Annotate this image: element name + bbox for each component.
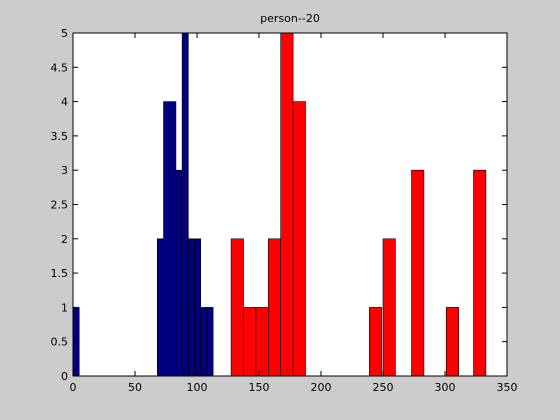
x-tick-label-0: 0 bbox=[70, 381, 77, 394]
bar-series2-5 bbox=[292, 101, 306, 377]
bar-series2-1 bbox=[243, 307, 257, 377]
bar-series2-4 bbox=[280, 32, 294, 377]
bar-series2-3 bbox=[267, 238, 281, 377]
y-tick-label-5: 2.5 bbox=[51, 199, 69, 212]
x-axis: 0 50 100 150 200 250 300 350 bbox=[70, 33, 518, 394]
y-tick-label-9: 4.5 bbox=[51, 61, 69, 74]
bar-series2-2 bbox=[255, 307, 269, 377]
y-tick-label-10: 5 bbox=[61, 27, 68, 40]
bar-series1-7 bbox=[194, 238, 202, 377]
bar-series1-1 bbox=[157, 238, 164, 377]
x-tick-label-1: 50 bbox=[128, 381, 142, 394]
bar-series2-8 bbox=[411, 169, 425, 377]
y-tick-label-0: 0 bbox=[61, 370, 68, 383]
x-tick-label-5: 250 bbox=[373, 381, 394, 394]
chart-title: person--20 bbox=[260, 12, 320, 25]
bar-series1-2 bbox=[163, 101, 171, 377]
x-tick-label-4: 200 bbox=[311, 381, 332, 394]
bar-series2-6 bbox=[369, 307, 383, 377]
x-tick-label-7: 350 bbox=[497, 381, 518, 394]
bar-series1-9 bbox=[206, 307, 214, 377]
bar-series2-7 bbox=[382, 238, 396, 377]
bar-series2-0 bbox=[230, 238, 244, 377]
y-tick-label-3: 1.5 bbox=[51, 267, 69, 280]
x-tick-label-2: 100 bbox=[187, 381, 208, 394]
x-tick-label-6: 300 bbox=[435, 381, 456, 394]
y-tick-label-8: 4 bbox=[61, 96, 68, 109]
bar-series1-6 bbox=[188, 238, 195, 377]
y-axis: 0 0.5 1 1.5 2 2.5 3 3.5 4 4.5 5 bbox=[51, 27, 507, 383]
y-tick-label-6: 3 bbox=[61, 164, 68, 177]
bar-series1-5 bbox=[181, 32, 189, 377]
bar-series2-10 bbox=[473, 169, 487, 377]
bar-series1-8 bbox=[200, 307, 208, 377]
y-tick-label-7: 3.5 bbox=[51, 130, 69, 143]
y-tick-label-4: 2 bbox=[61, 233, 68, 246]
bar-series1-3 bbox=[169, 101, 177, 377]
bar-series1-4 bbox=[175, 169, 183, 377]
x-tick-label-3: 150 bbox=[249, 381, 270, 394]
y-tick-label-2: 1 bbox=[61, 301, 68, 314]
y-tick-label-1: 0.5 bbox=[51, 336, 69, 349]
bar-series2-9 bbox=[445, 307, 459, 377]
